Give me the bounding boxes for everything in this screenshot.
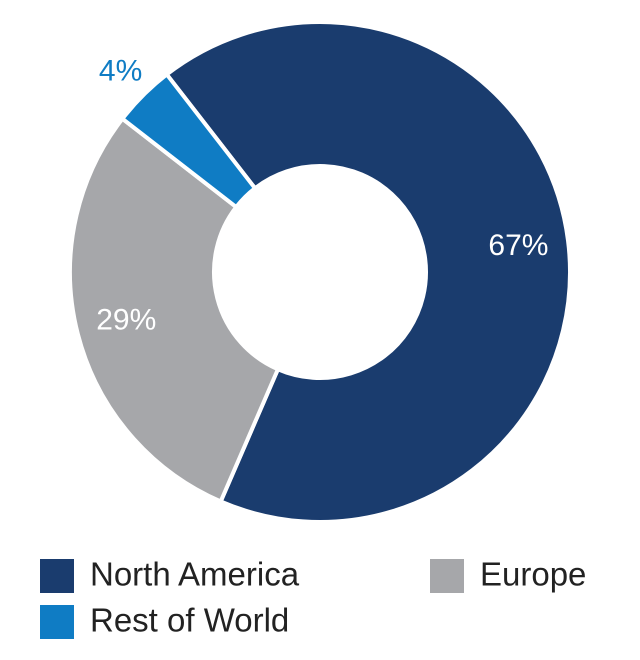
donut-slice bbox=[119, 71, 258, 210]
data-label: 4% bbox=[99, 55, 142, 88]
legend-swatch bbox=[40, 605, 74, 639]
legend-swatch bbox=[40, 559, 74, 593]
legend-label: North America bbox=[90, 556, 300, 593]
legend-label: Europe bbox=[480, 556, 586, 593]
donut-slice bbox=[68, 115, 281, 505]
data-label: 67% bbox=[488, 229, 548, 262]
legend-label: Rest of World bbox=[90, 602, 289, 639]
data-label: 29% bbox=[96, 304, 156, 337]
legend-swatch bbox=[430, 559, 464, 593]
